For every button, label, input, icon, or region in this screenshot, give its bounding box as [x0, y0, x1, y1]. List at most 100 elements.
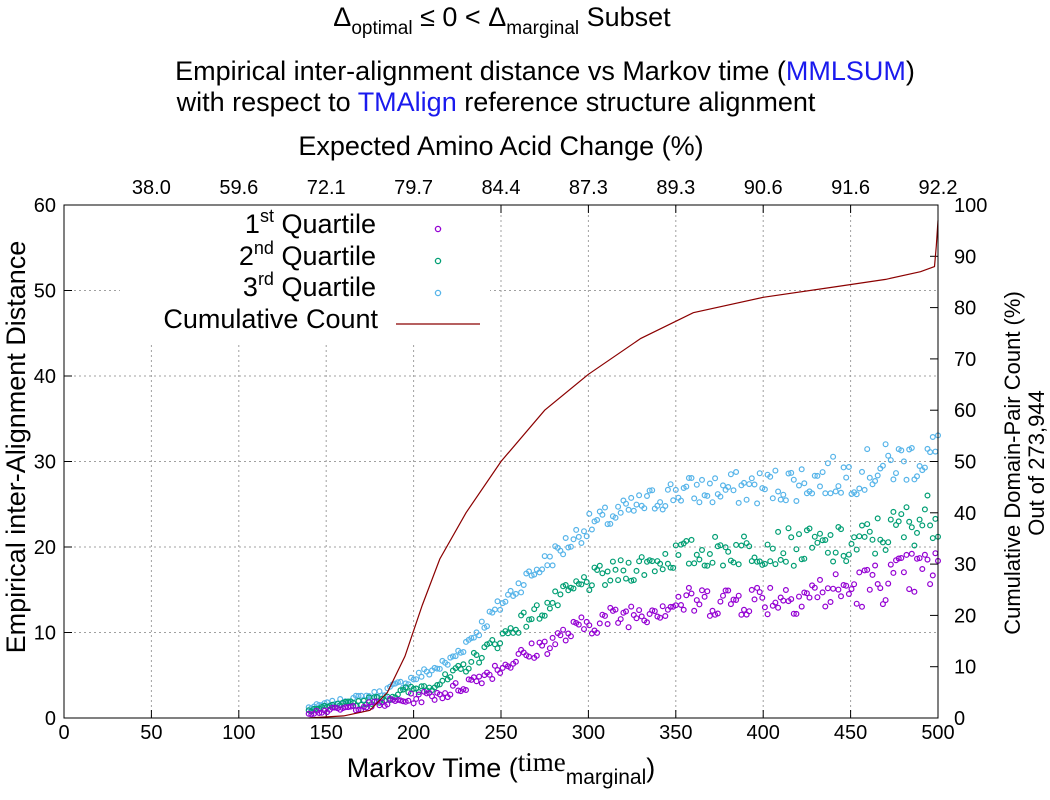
point-q2 — [704, 562, 711, 569]
point-q2 — [811, 533, 818, 540]
point-q2 — [900, 534, 907, 541]
point-q1 — [900, 569, 907, 576]
point-q3 — [921, 464, 928, 471]
point-q2 — [562, 581, 569, 588]
point-q1 — [347, 703, 354, 710]
point-q3 — [449, 653, 456, 660]
point-q2 — [641, 571, 648, 578]
point-q2 — [685, 560, 692, 567]
y2-tick-label: 90 — [954, 246, 976, 268]
point-q1 — [636, 607, 643, 614]
point-q3 — [633, 501, 640, 508]
point-q2 — [929, 535, 936, 542]
y-tick-label: 0 — [45, 708, 56, 730]
point-q1 — [793, 610, 800, 617]
point-q3 — [830, 453, 837, 460]
x-tick-label: 0 — [58, 722, 69, 744]
y2-tick-label: 70 — [954, 349, 976, 371]
point-q1 — [402, 698, 409, 705]
chart-subtitle-line1: Empirical inter-alignment distance vs Ma… — [175, 56, 915, 86]
point-q2 — [895, 518, 902, 525]
point-q3 — [903, 476, 910, 483]
point-q1 — [507, 664, 514, 671]
point-q2 — [717, 542, 724, 549]
point-q3 — [494, 598, 501, 605]
point-q2 — [460, 661, 467, 668]
point-q1 — [788, 596, 795, 603]
point-q1 — [539, 642, 546, 649]
point-q3 — [782, 497, 789, 504]
point-q2 — [698, 546, 705, 553]
x-tick-label: 50 — [140, 722, 162, 744]
point-q2 — [853, 546, 860, 553]
tmalign-link[interactable]: TMAlign — [358, 87, 457, 117]
point-q2 — [688, 536, 695, 543]
point-q2 — [525, 616, 532, 623]
point-q1 — [596, 620, 603, 627]
point-q3 — [874, 472, 881, 479]
point-q2 — [468, 658, 475, 665]
point-q1 — [861, 567, 868, 574]
point-q3 — [730, 487, 737, 494]
point-q1 — [578, 614, 585, 621]
point-q1 — [659, 603, 666, 610]
point-q2 — [887, 516, 894, 523]
point-q1 — [431, 696, 438, 703]
point-q1 — [562, 637, 569, 644]
point-q3 — [882, 441, 889, 448]
point-q2 — [612, 566, 619, 573]
point-q1 — [339, 705, 346, 712]
point-q1 — [913, 555, 920, 562]
legend-marker-q1 — [434, 225, 442, 233]
point-q1 — [709, 607, 716, 614]
point-q2 — [864, 521, 871, 528]
point-q2 — [604, 568, 611, 575]
x2-tick-label: 90.6 — [744, 177, 783, 199]
point-q3 — [780, 491, 787, 498]
point-q1 — [845, 590, 852, 597]
point-q3 — [570, 536, 577, 543]
point-q2 — [832, 549, 839, 556]
point-q3 — [696, 499, 703, 506]
point-q2 — [609, 558, 616, 565]
point-q3 — [785, 470, 792, 477]
point-q2 — [751, 554, 758, 561]
point-q1 — [898, 554, 905, 561]
point-q3 — [872, 478, 879, 485]
point-q2 — [777, 556, 784, 563]
point-q1 — [316, 709, 323, 716]
point-q3 — [706, 480, 713, 487]
point-q1 — [848, 586, 855, 593]
point-q1 — [575, 621, 582, 628]
point-q2 — [520, 609, 527, 616]
legend: 1st Quartile 2nd Quartile 3rd Quartile C… — [120, 204, 490, 342]
point-q2 — [473, 651, 480, 658]
point-q1 — [405, 697, 412, 704]
point-q3 — [594, 516, 601, 523]
point-q3 — [727, 471, 734, 478]
point-q1 — [830, 585, 837, 592]
y2-tick-label: 0 — [954, 708, 965, 730]
point-q3 — [580, 528, 587, 535]
chart-title: Δoptimal ≤ 0 < Δmarginal Subset — [333, 2, 671, 39]
point-q3 — [717, 493, 724, 500]
x2-tick-label: 84.4 — [482, 177, 521, 199]
point-q3 — [809, 490, 816, 497]
point-q3 — [735, 499, 742, 506]
point-q2 — [898, 511, 905, 518]
point-q3 — [816, 483, 823, 490]
point-q2 — [824, 549, 831, 556]
point-q3 — [583, 533, 590, 540]
point-q3 — [573, 526, 580, 533]
point-q1 — [908, 550, 915, 557]
point-q1 — [643, 619, 650, 626]
point-q1 — [415, 691, 422, 698]
point-q2 — [489, 636, 496, 643]
point-q2 — [507, 625, 514, 632]
point-q1 — [447, 691, 454, 698]
mmlsum-link[interactable]: MMLSUM — [786, 56, 906, 86]
point-q2 — [746, 543, 753, 550]
point-q3 — [518, 589, 525, 596]
point-q2 — [906, 518, 913, 525]
point-q2 — [549, 599, 556, 606]
